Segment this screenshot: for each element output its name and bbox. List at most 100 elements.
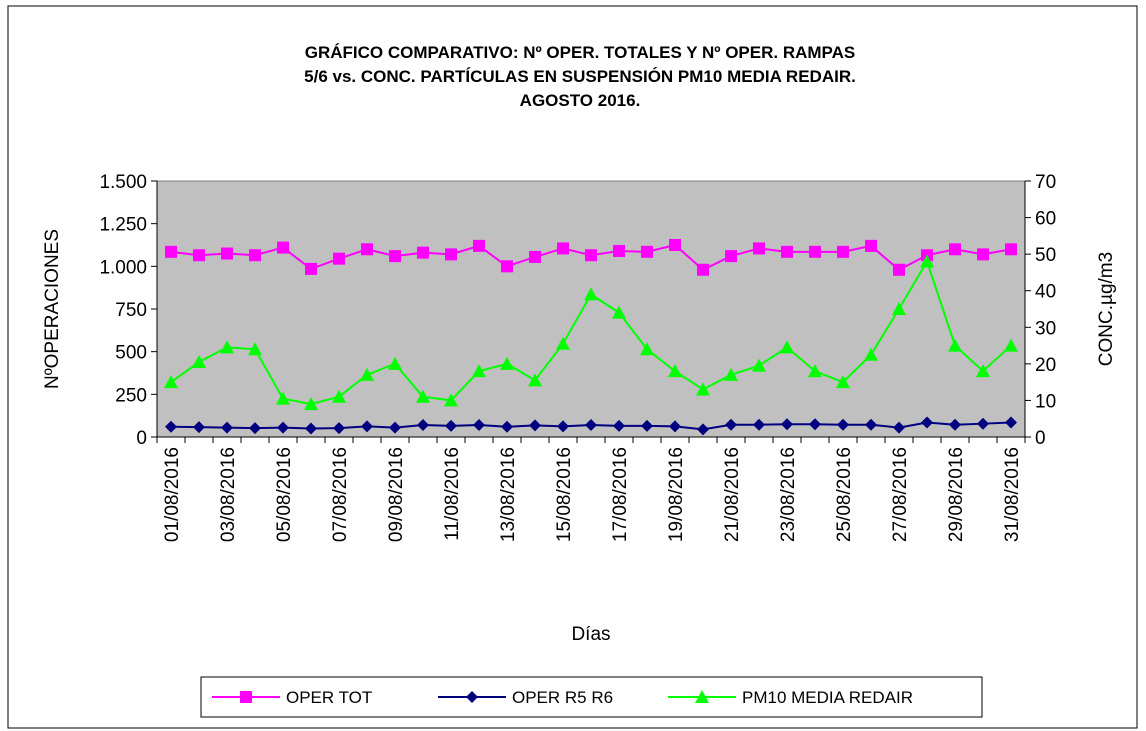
marker xyxy=(809,245,821,258)
x-tick-label: 01/08/2016 xyxy=(162,447,183,542)
marker xyxy=(389,250,401,263)
marker xyxy=(584,287,598,301)
x-tick-label: 13/08/2016 xyxy=(498,447,519,542)
marker xyxy=(893,421,905,434)
legend-label: OPER R5 R6 xyxy=(512,688,613,707)
x-tick-label: 31/08/2016 xyxy=(1002,447,1023,542)
marker xyxy=(333,422,345,435)
marker xyxy=(781,245,793,258)
marker xyxy=(192,355,206,369)
marker xyxy=(696,382,710,396)
marker xyxy=(473,239,485,252)
marker xyxy=(808,364,822,378)
y-tick-label: 1.000 xyxy=(99,257,147,278)
marker xyxy=(585,249,597,262)
marker xyxy=(920,254,934,268)
marker xyxy=(388,356,402,370)
marker xyxy=(864,347,878,361)
marker xyxy=(695,690,709,703)
marker xyxy=(640,342,654,356)
marker xyxy=(948,338,962,352)
marker xyxy=(361,243,373,256)
marker xyxy=(668,364,682,378)
marker xyxy=(836,375,850,389)
y2-tick-label: 50 xyxy=(1035,245,1056,266)
y2-tick-label: 70 xyxy=(1035,172,1056,193)
marker xyxy=(249,422,261,435)
marker xyxy=(304,397,318,411)
marker xyxy=(669,239,681,251)
marker xyxy=(977,248,989,261)
y2-axis-label: CONC.µg/m3 xyxy=(1096,252,1117,366)
marker xyxy=(557,420,569,433)
y-tick-label: 1.500 xyxy=(99,172,147,193)
marker xyxy=(724,367,738,381)
y2-tick-label: 0 xyxy=(1035,428,1046,449)
marker xyxy=(221,421,233,434)
marker xyxy=(240,691,252,703)
marker xyxy=(417,246,429,259)
x-tick-label: 25/08/2016 xyxy=(834,447,855,542)
marker xyxy=(277,241,289,254)
marker xyxy=(389,421,401,434)
marker xyxy=(164,375,178,389)
marker xyxy=(837,245,849,258)
x-tick-label: 05/08/2016 xyxy=(274,447,295,542)
marker xyxy=(976,364,990,378)
marker xyxy=(837,418,849,431)
legend-label: PM10 MEDIA REDAIR xyxy=(742,688,913,707)
marker xyxy=(697,423,709,436)
chart-title: GRÁFICO COMPARATIVO: Nº OPER. TOTALES Y … xyxy=(305,43,855,62)
marker xyxy=(276,391,290,405)
marker xyxy=(305,262,317,275)
x-tick-label: 09/08/2016 xyxy=(386,447,407,542)
marker xyxy=(220,340,234,354)
marker xyxy=(248,342,262,356)
x-tick-label: 29/08/2016 xyxy=(946,447,967,542)
marker xyxy=(921,416,933,429)
x-tick-label: 11/08/2016 xyxy=(442,447,463,541)
legend-label: OPER TOT xyxy=(286,688,372,707)
y2-tick-label: 30 xyxy=(1035,318,1056,339)
marker xyxy=(752,358,766,372)
marker xyxy=(445,248,457,261)
marker xyxy=(949,243,961,256)
marker xyxy=(893,263,905,276)
marker xyxy=(725,250,737,263)
marker xyxy=(529,419,541,432)
marker xyxy=(641,419,653,432)
marker xyxy=(500,356,514,370)
marker xyxy=(193,249,205,262)
marker xyxy=(466,691,478,703)
marker xyxy=(277,421,289,434)
x-tick-label: 19/08/2016 xyxy=(666,447,687,542)
marker xyxy=(613,244,625,257)
marker xyxy=(221,247,233,260)
marker xyxy=(445,419,457,432)
marker xyxy=(557,242,569,255)
marker xyxy=(977,417,989,430)
marker xyxy=(305,422,317,435)
x-tick-label: 15/08/2016 xyxy=(554,447,575,542)
chart-title: 5/6 vs. CONC. PARTÍCULAS EN SUSPENSIÓN P… xyxy=(304,67,856,86)
y2-tick-label: 40 xyxy=(1035,282,1056,303)
x-tick-label: 21/08/2016 xyxy=(722,447,743,542)
x-axis-label: Días xyxy=(571,624,610,645)
marker xyxy=(529,250,541,263)
marker xyxy=(165,420,177,433)
marker xyxy=(641,245,653,258)
marker xyxy=(472,364,486,378)
x-tick-label: 03/08/2016 xyxy=(218,447,239,542)
marker xyxy=(781,418,793,431)
marker xyxy=(612,305,626,319)
marker xyxy=(780,340,794,354)
marker xyxy=(669,420,681,433)
marker xyxy=(501,420,513,433)
marker xyxy=(360,367,374,381)
marker xyxy=(1005,243,1017,256)
marker xyxy=(613,419,625,432)
chart-title: AGOSTO 2016. xyxy=(520,91,641,110)
y2-tick-label: 10 xyxy=(1035,391,1056,412)
marker xyxy=(1005,416,1017,429)
